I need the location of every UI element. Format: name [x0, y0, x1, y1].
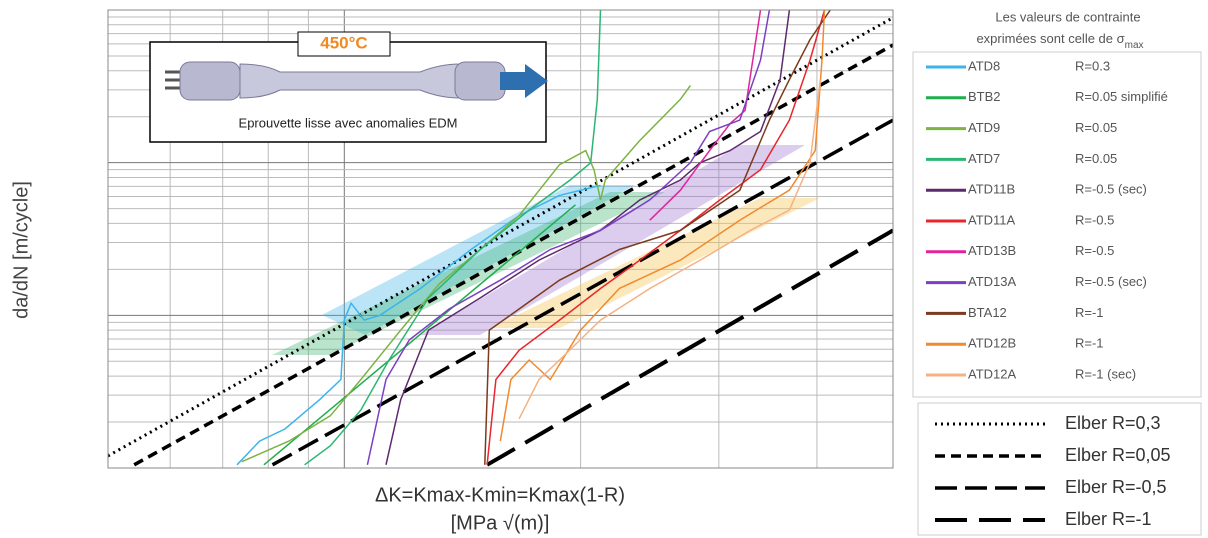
legend-label: BTA12	[968, 305, 1007, 320]
data-line	[366, 10, 771, 465]
legend-label: Elber R=-0,5	[1065, 477, 1167, 497]
legend-label: ATD12A	[968, 366, 1016, 381]
legend-label: ATD13B	[968, 243, 1016, 258]
legend-r-label: R=-0.5 (sec)	[1075, 274, 1147, 289]
inset-caption: Eprouvette lisse avec anomalies EDM	[239, 115, 458, 130]
legend-box	[917, 402, 1202, 536]
x-axis-label: ΔK=Kmax-Kmin=Kmax(1-R)	[375, 484, 625, 506]
legend-label: ATD11A	[968, 212, 1016, 227]
legend-box	[912, 51, 1202, 398]
data-line	[304, 10, 602, 466]
legend-r-label: R=-0.5	[1075, 243, 1114, 258]
legend-r-label: R=0.05	[1075, 151, 1117, 166]
legend-label: ATD13A	[968, 274, 1016, 289]
legend-title: exprimées sont celle de σmax	[976, 31, 1143, 50]
legend-label: BTB2	[968, 89, 1001, 104]
lines	[108, 10, 893, 467]
inset: 450°C Eprouvette lisse avec anomalies ED…	[149, 31, 548, 143]
data-line	[385, 10, 791, 465]
legend-r-label: R=-1 (sec)	[1075, 366, 1136, 381]
legend-label: ATD8	[968, 58, 1000, 73]
x-axis-label: [MPa √(m)]	[451, 512, 550, 534]
legend-label: ATD7	[968, 151, 1000, 166]
bands	[272, 145, 820, 355]
legend-r-label: R=0.05 simplifié	[1075, 89, 1168, 104]
legend-label: Elber R=-1	[1065, 509, 1152, 529]
data-line	[236, 184, 601, 466]
data-line	[486, 10, 826, 465]
legend-r-label: R=-1	[1075, 305, 1104, 320]
legend-title-subscript: max	[1125, 40, 1144, 51]
legend-label: ATD9	[968, 120, 1000, 135]
legend-label: Elber R=0,05	[1065, 445, 1171, 465]
legend: ATD8 R=0.3 BTB2 R=0.05 simplifié ATD9 R=0.05 A…	[926, 58, 1171, 529]
data-line	[241, 85, 692, 463]
reference-line	[486, 228, 893, 467]
legend-r-label: R=-0.5	[1075, 212, 1114, 227]
reference-line	[271, 118, 893, 467]
data-line	[484, 10, 831, 465]
band	[420, 145, 805, 335]
data-line	[518, 79, 822, 420]
plot-frame	[107, 9, 894, 469]
legend-label: Elber R=0,3	[1065, 413, 1161, 433]
band	[322, 185, 635, 335]
legend-r-label: R=-1	[1075, 336, 1104, 351]
legend-label: ATD11B	[968, 182, 1015, 197]
legend-title: exprimées sont celle de σ	[976, 31, 1124, 46]
legend-r-label: R=0.3	[1075, 58, 1110, 73]
temp-box	[297, 31, 391, 57]
data-line	[263, 204, 576, 466]
legend-r-label: R=-0.5 (sec)	[1075, 182, 1147, 197]
specimen	[165, 61, 548, 101]
band	[490, 198, 820, 328]
band	[272, 192, 665, 355]
temperature: 450°C	[320, 33, 367, 52]
legend-label: ATD12B	[968, 336, 1016, 351]
y-axis-label: da/dN [m/cycle]	[10, 181, 32, 319]
legend-title: Les valeurs de contrainte	[995, 9, 1140, 24]
legend-r-label: R=0.05	[1075, 120, 1117, 135]
data-line	[499, 10, 826, 442]
